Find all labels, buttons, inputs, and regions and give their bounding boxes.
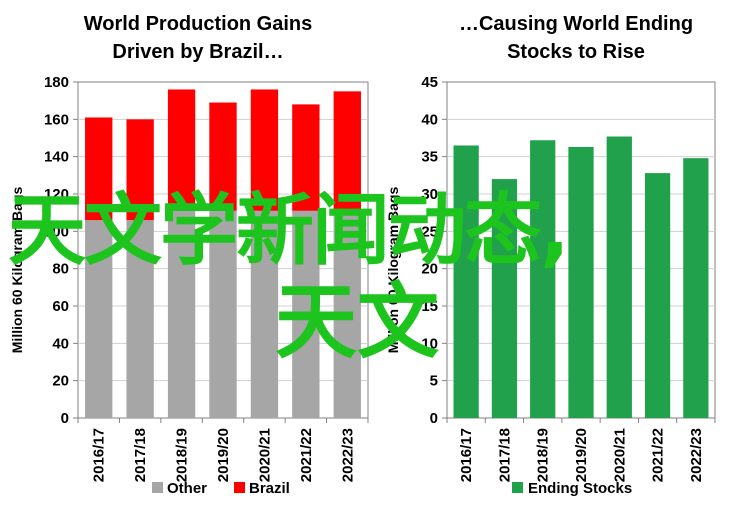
chart1-bar-other bbox=[85, 220, 113, 418]
chart1-bar-brazil bbox=[126, 119, 154, 221]
chart2-x-tick-label: 2018/19 bbox=[535, 428, 552, 482]
chart1-x-tick-label: 2018/19 bbox=[174, 428, 191, 482]
chart1-y-tick-label: 140 bbox=[44, 149, 69, 166]
chart2-y-tick-label: 40 bbox=[421, 111, 438, 128]
chart2-x-tick-label: 2019/20 bbox=[573, 428, 590, 482]
chart1-y-tick-label: 20 bbox=[52, 373, 69, 390]
chart2-y-tick-label: 0 bbox=[430, 410, 438, 427]
chart2-bar-ending-stocks bbox=[453, 145, 479, 418]
chart1-title-line2: Driven by Brazil… bbox=[112, 41, 283, 63]
legend-swatch-ending-stocks bbox=[512, 482, 523, 493]
chart1-bar-other bbox=[209, 210, 237, 418]
chart2-y-tick-label: 20 bbox=[421, 261, 438, 278]
chart1-y-tick-label: 100 bbox=[44, 223, 69, 240]
chart2-y-tick-label: 25 bbox=[421, 223, 438, 240]
chart1-bar-other bbox=[126, 220, 154, 418]
chart1-x-tick-label: 2021/22 bbox=[298, 428, 315, 482]
chart1-bar-brazil bbox=[209, 102, 237, 211]
chart2-plot: 0 5 10 15 20 25 30 35 40 45 2016/17 2017/18 2018/19 2… bbox=[421, 74, 716, 482]
chart1-y-tick-label: 0 bbox=[61, 410, 69, 427]
chart1-bar-other bbox=[333, 210, 361, 418]
chart1-y-tick-label: 40 bbox=[52, 335, 69, 352]
chart1-y-tick-label: 180 bbox=[44, 74, 69, 91]
chart1-bar-other bbox=[167, 210, 196, 418]
chart2-x-tick-label: 2022/23 bbox=[688, 428, 705, 482]
chart2-y-tick-label: 5 bbox=[430, 373, 438, 390]
chart2-y-tick-label: 30 bbox=[421, 186, 438, 203]
chart1-y-tick-label: 160 bbox=[44, 111, 69, 128]
chart1-bar-brazil bbox=[333, 91, 361, 211]
chart2-title-line2: Stocks to Rise bbox=[507, 41, 645, 63]
chart1-title-line1: World Production Gains bbox=[84, 13, 313, 35]
chart2-x-tick-label: 2016/17 bbox=[458, 428, 475, 482]
legend-label-other: Other bbox=[167, 480, 207, 497]
chart1-x-tick-label: 2017/18 bbox=[132, 428, 149, 482]
chart2-bar-ending-stocks bbox=[491, 179, 518, 418]
chart1-bar-brazil bbox=[292, 104, 320, 211]
chart2-bar-ending-stocks bbox=[530, 140, 556, 419]
chart2-bar-ending-stocks bbox=[644, 173, 671, 418]
chart1-y-tick-label: 60 bbox=[52, 298, 69, 315]
chart1-x-tick-label: 2022/23 bbox=[339, 428, 356, 482]
chart1-x-tick-label: 2016/17 bbox=[91, 428, 108, 482]
legend-swatch-brazil bbox=[234, 482, 245, 493]
chart2-y-tick-label: 10 bbox=[421, 335, 438, 352]
chart2-bar-ending-stocks bbox=[568, 146, 594, 418]
chart2-y-tick-label: 35 bbox=[421, 149, 438, 166]
chart1-bar-brazil bbox=[250, 89, 279, 211]
chart2-y-tick-label: 15 bbox=[421, 298, 438, 315]
chart2-y-tick-label: 45 bbox=[421, 74, 438, 91]
chart2-bar-ending-stocks bbox=[683, 158, 709, 418]
chart2-y-axis-label: Million 60 Kilogram Bags bbox=[385, 187, 401, 354]
chart1-bar-brazil bbox=[167, 89, 196, 211]
chart1-bar-brazil bbox=[85, 117, 113, 221]
chart1-bar-other bbox=[250, 210, 279, 418]
chart2-x-tick-label: 2020/21 bbox=[611, 428, 628, 482]
chart2-bar-ending-stocks bbox=[606, 136, 632, 419]
chart2-x-tick-label: 2017/18 bbox=[496, 428, 513, 482]
chart1-y-tick-label: 80 bbox=[52, 261, 69, 278]
chart2-title-line1: …Causing World Ending bbox=[459, 13, 693, 35]
legend-label-brazil: Brazil bbox=[249, 480, 290, 497]
chart2-x-tick-label: 2021/22 bbox=[650, 428, 667, 482]
chart1-y-axis-label: Million 60 Kilogram Bags bbox=[9, 187, 25, 354]
legend-swatch-other bbox=[152, 482, 163, 493]
chart1-x-tick-label: 2019/20 bbox=[215, 428, 232, 482]
chart1-y-tick-label: 120 bbox=[44, 186, 69, 203]
legend-label-ending-stocks: Ending Stocks bbox=[528, 480, 632, 497]
chart1-bar-other bbox=[292, 210, 320, 418]
chart1-plot: 0 20 40 60 80 100 120 140 160 180 2016/17 2017/18 20… bbox=[44, 74, 369, 482]
chart1-x-tick-label: 2020/21 bbox=[256, 428, 273, 482]
